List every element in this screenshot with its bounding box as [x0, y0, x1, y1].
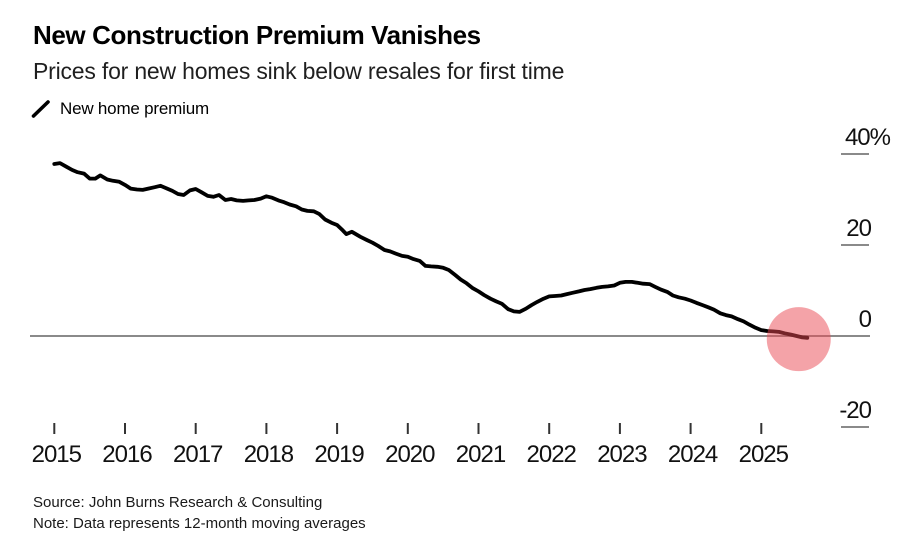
source-text: Source: John Burns Research & Consulting: [33, 494, 323, 511]
chart-subtitle: Prices for new homes sink below resales …: [33, 58, 565, 84]
y-axis-label: 40%: [845, 124, 891, 151]
premium-line-series: [52, 161, 810, 340]
x-axis-label: 2020: [385, 441, 435, 468]
x-axis-label: 2016: [102, 441, 152, 468]
highlight-circle: [766, 307, 831, 372]
x-axis-label: 2018: [244, 441, 294, 468]
x-axis-label: 2019: [314, 441, 364, 468]
x-axis-label: 2017: [173, 441, 223, 468]
x-axis-label: 2015: [32, 441, 82, 468]
x-axis-label: 2022: [527, 441, 577, 468]
y-axis-label: -20: [839, 397, 871, 424]
legend-item-label: New home premium: [60, 99, 209, 118]
footer: Source: John Burns Research & Consulting…: [33, 492, 366, 534]
x-axis-label: 2025: [739, 441, 789, 468]
x-axis-label: 2023: [597, 441, 647, 468]
legend: New home premium: [31, 99, 209, 119]
x-axis-label: 2024: [668, 441, 718, 468]
y-axis-label: 20: [846, 215, 871, 242]
note-text: Note: Data represents 12-month moving av…: [33, 515, 366, 532]
y-axis-label: 0: [859, 306, 872, 333]
x-axis-label: 2021: [456, 441, 506, 468]
line-slash-icon: [31, 100, 50, 118]
chart-title: New Construction Premium Vanishes: [33, 20, 481, 50]
